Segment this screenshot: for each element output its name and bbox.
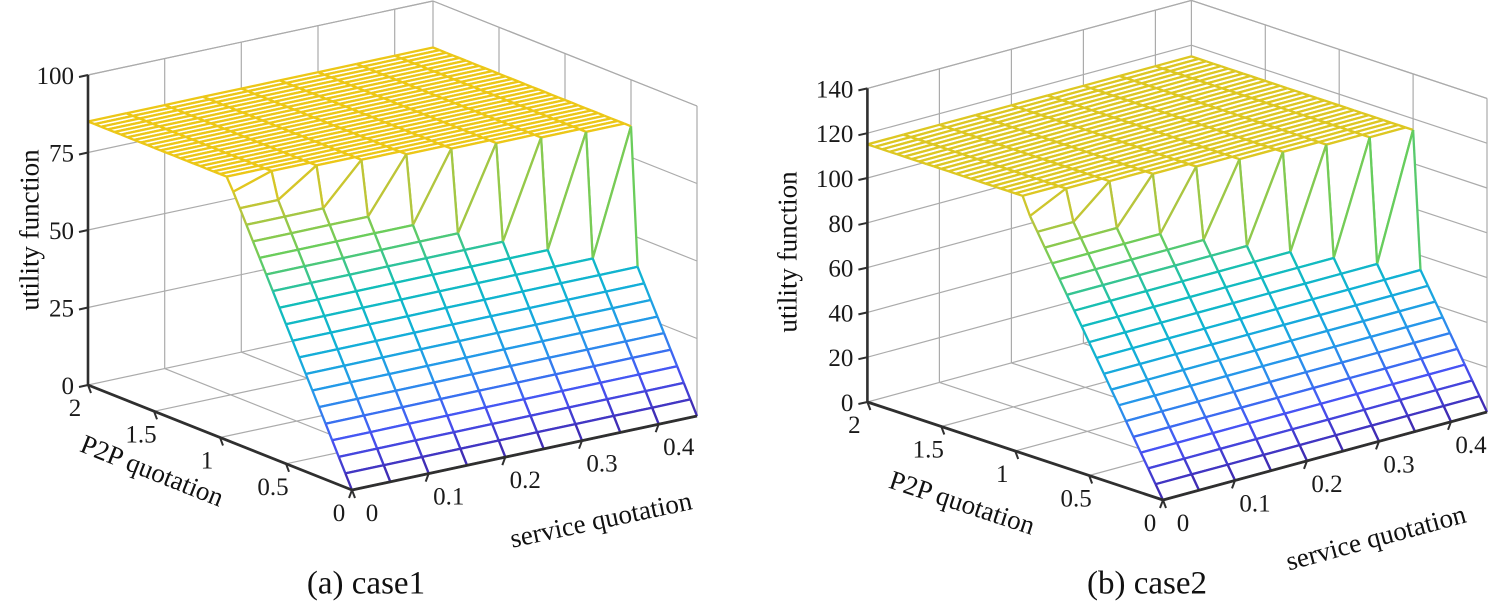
z-tick xyxy=(78,229,89,233)
x-tick xyxy=(1303,460,1308,470)
z-tick-label: 80 xyxy=(828,211,853,238)
x-tick-label: 0.2 xyxy=(510,467,541,494)
z-tick xyxy=(858,132,868,137)
y-tick xyxy=(940,426,946,435)
z-tick-label: 140 xyxy=(816,76,854,103)
grid-line xyxy=(1191,44,1488,144)
z-tick-label: 0 xyxy=(841,390,854,417)
box-edge xyxy=(1191,0,1488,99)
x-tick xyxy=(1447,421,1452,431)
x-axis xyxy=(351,414,698,492)
y-tick-label: 0 xyxy=(333,500,346,527)
plot-0-mesh-surface xyxy=(87,46,699,492)
y-tick xyxy=(1014,450,1020,460)
y-tick-label: 0.5 xyxy=(1060,486,1091,513)
caption-case2: (b) case2 xyxy=(1086,565,1208,602)
z-tick xyxy=(858,401,868,405)
x-tick xyxy=(578,440,583,450)
y-tick-label: 0 xyxy=(1144,510,1157,537)
y-tick-label: 1 xyxy=(201,448,214,475)
y-tick-label: 1.5 xyxy=(125,421,156,448)
z-tick-label: 120 xyxy=(816,121,854,148)
x-tick-label: 0.1 xyxy=(1239,490,1270,517)
y-tick-label: 2 xyxy=(69,395,82,422)
z-tick xyxy=(858,311,868,316)
z-axis-label-case2: utility function xyxy=(772,171,803,333)
z-tick-label: 100 xyxy=(37,63,75,90)
x-tick xyxy=(348,489,353,499)
y-tick-label: 1.5 xyxy=(913,437,944,464)
x-tick xyxy=(654,423,660,433)
y-tick xyxy=(219,437,224,446)
x-tick xyxy=(1231,480,1236,489)
y-tick-label: 0.5 xyxy=(257,474,288,501)
z-tick-label: 60 xyxy=(828,256,853,283)
box-edge xyxy=(432,0,698,107)
z-tick-label: 25 xyxy=(49,296,74,323)
y-tick xyxy=(87,384,92,394)
x-tick xyxy=(1375,441,1380,450)
x-tick xyxy=(1159,499,1164,509)
z-tick-label: 75 xyxy=(49,141,74,168)
x-tick-label: 0.3 xyxy=(1383,451,1414,478)
x-tick-label: 0.4 xyxy=(663,434,695,461)
z-tick-label: 0 xyxy=(62,373,75,400)
z-tick xyxy=(78,151,89,156)
y-tick xyxy=(153,410,158,420)
z-tick xyxy=(858,177,868,181)
x-tick xyxy=(501,456,507,466)
x-tick-label: 0 xyxy=(366,500,379,527)
grid-line xyxy=(867,44,1192,134)
x-tick-label: 0.3 xyxy=(586,451,617,478)
x-axis xyxy=(1162,410,1488,502)
y-tick xyxy=(1088,475,1094,484)
z-tick-label: 20 xyxy=(828,345,853,372)
caption-case1: (a) case1 xyxy=(306,565,426,602)
x-tick xyxy=(424,473,430,482)
z-tick xyxy=(78,384,89,388)
x-tick-label: 0.1 xyxy=(433,484,464,511)
z-tick-label: 50 xyxy=(49,218,74,245)
x-tick-label: 0 xyxy=(1177,510,1190,537)
box-edge xyxy=(87,0,434,76)
z-tick xyxy=(858,356,868,361)
x-tick-label: 0.4 xyxy=(1455,432,1487,459)
z-tick xyxy=(78,74,89,78)
z-tick xyxy=(78,306,89,311)
y-tick-label: 1 xyxy=(996,461,1009,488)
y-tick xyxy=(285,463,290,473)
z-tick xyxy=(858,266,868,271)
z-tick xyxy=(858,87,868,92)
x-tick-label: 0.2 xyxy=(1311,471,1342,498)
y-tick xyxy=(866,401,872,411)
z-tick-label: 100 xyxy=(816,166,854,193)
box-edge xyxy=(867,0,1192,89)
z-axis-label-case1: utility function xyxy=(14,149,45,311)
plot-1-mesh-surface xyxy=(867,55,1489,502)
z-tick-label: 40 xyxy=(828,300,853,327)
z-tick xyxy=(858,221,868,226)
y-tick-label: 2 xyxy=(848,412,861,439)
